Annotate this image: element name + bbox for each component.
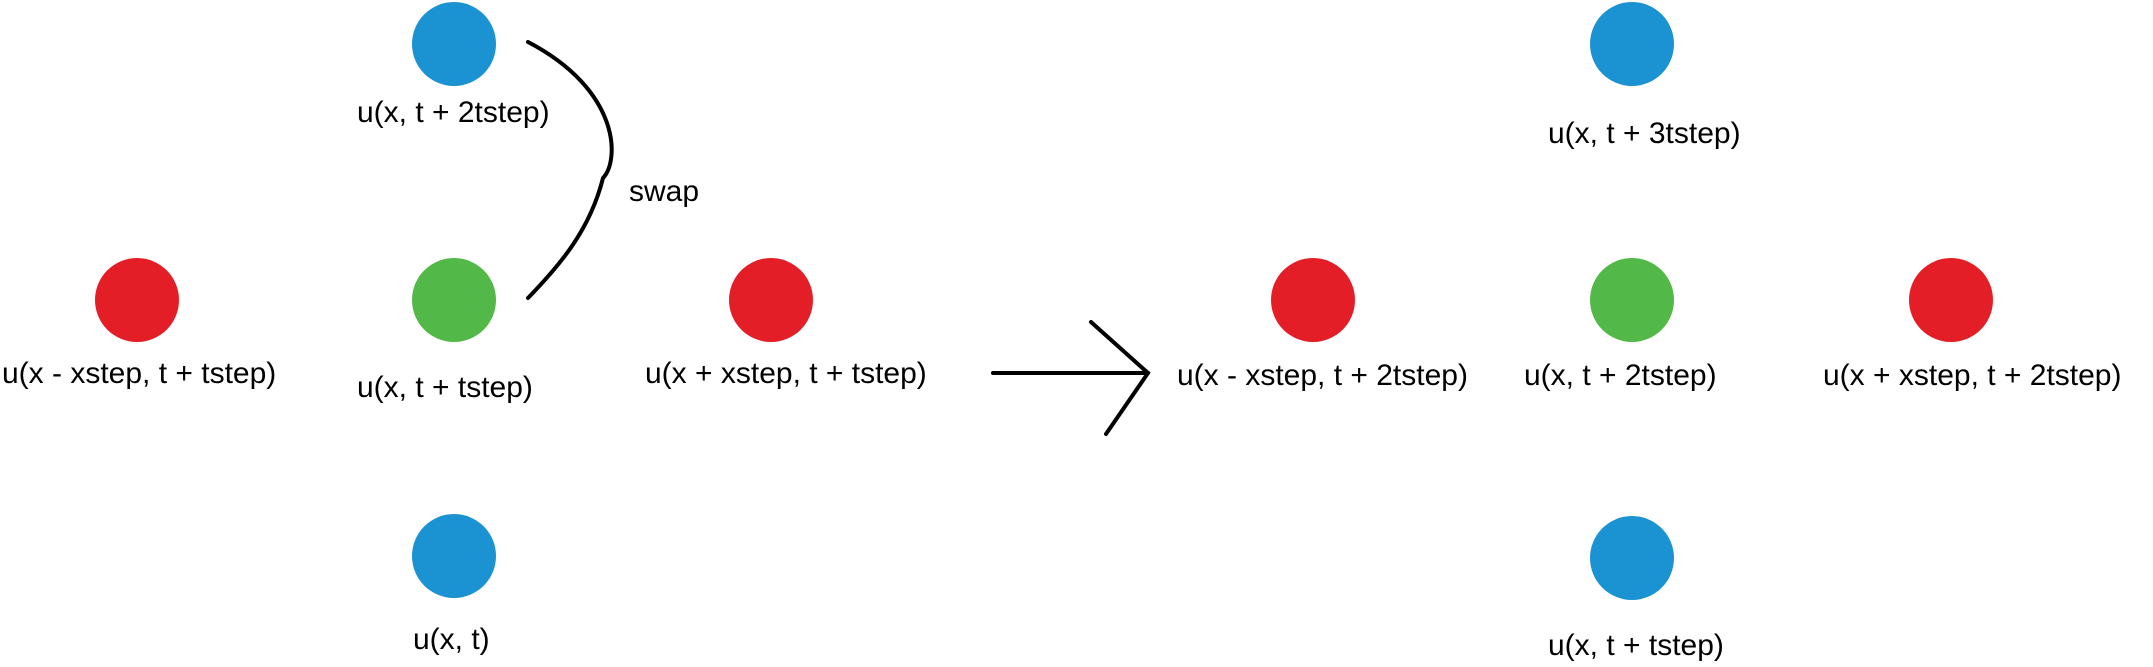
swap-arc bbox=[526, 40, 614, 300]
label-bottom-left-stencil: u(x, t) bbox=[413, 623, 490, 656]
node-right-neighbor-left-stencil bbox=[729, 258, 813, 342]
label-center-left-stencil: u(x, t + tstep) bbox=[357, 371, 533, 404]
label-left-neighbor-left-stencil: u(x - xstep, t + tstep) bbox=[2, 357, 277, 390]
label-right-neighbor-left-stencil: u(x + xstep, t + tstep) bbox=[645, 357, 927, 390]
node-bottom-left-stencil bbox=[412, 514, 496, 598]
label-top-right-stencil: u(x, t + 3tstep) bbox=[1548, 117, 1741, 150]
node-bottom-right-stencil bbox=[1590, 516, 1674, 600]
label-right-neighbor-right-stencil: u(x + xstep, t + 2tstep) bbox=[1823, 359, 2122, 392]
label-left-neighbor-right-stencil: u(x - xstep, t + 2tstep) bbox=[1177, 359, 1468, 392]
label-bottom-right-stencil: u(x, t + tstep) bbox=[1548, 629, 1724, 662]
node-left-neighbor-left-stencil bbox=[95, 258, 179, 342]
node-right-neighbor-right-stencil bbox=[1909, 258, 1993, 342]
label-center-right-stencil: u(x, t + 2tstep) bbox=[1524, 359, 1717, 392]
node-left-neighbor-right-stencil bbox=[1271, 258, 1355, 342]
label-top-left-stencil: u(x, t + 2tstep) bbox=[357, 96, 550, 129]
swap-label: swap bbox=[629, 175, 700, 208]
node-center-left-stencil bbox=[412, 258, 496, 342]
node-top-left-stencil bbox=[412, 2, 496, 86]
node-center-right-stencil bbox=[1590, 258, 1674, 342]
node-top-right-stencil bbox=[1590, 2, 1674, 86]
transition-arrow-head bbox=[1089, 320, 1151, 436]
